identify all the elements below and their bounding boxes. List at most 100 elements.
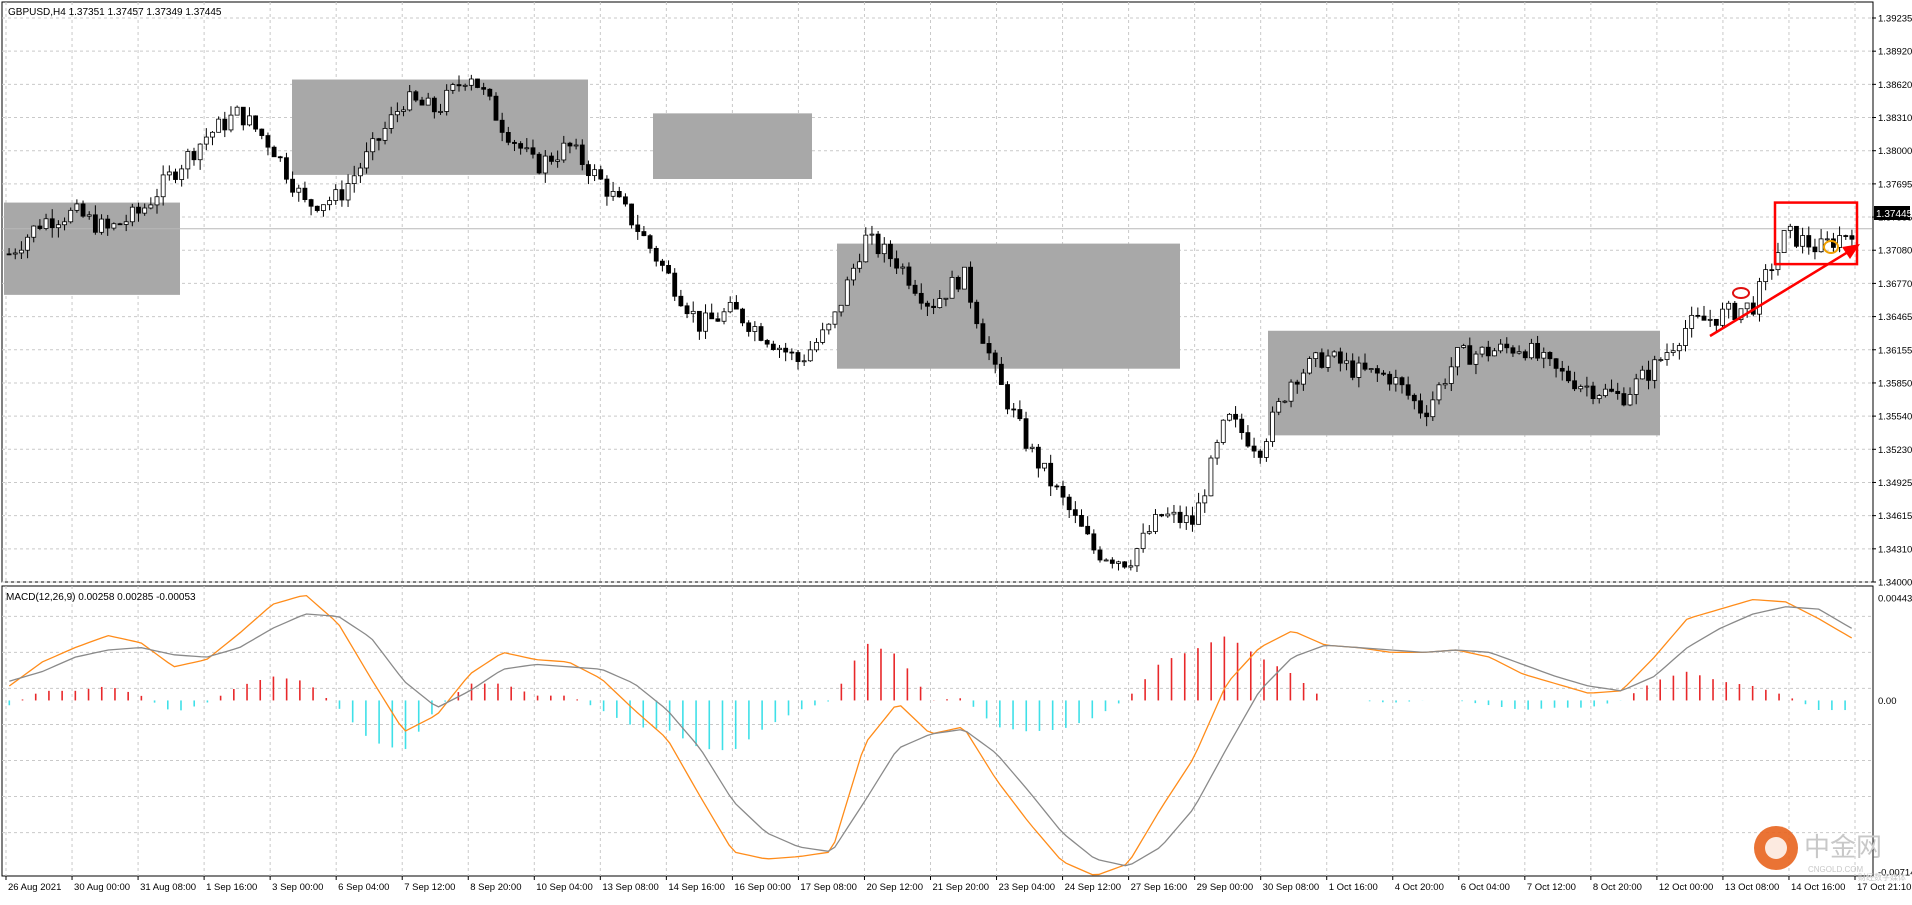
candle-body: [1054, 485, 1060, 488]
watermark-logo-inner-icon: [1765, 837, 1787, 859]
candle-body: [1559, 367, 1565, 372]
candle-body: [610, 191, 616, 197]
candle-body: [1097, 549, 1103, 561]
candle-body: [1233, 413, 1238, 420]
candle-body: [1257, 450, 1263, 458]
candle-body: [210, 131, 215, 138]
time-tick-label: 17 Oct 21:10: [1857, 882, 1911, 893]
current-price-tag-bg: [1874, 206, 1910, 220]
candle-body: [512, 141, 517, 144]
candle-body: [345, 183, 351, 201]
candle-body: [351, 175, 357, 184]
candle-body: [1399, 377, 1405, 386]
candle-body: [592, 169, 597, 177]
candle-body: [505, 132, 511, 143]
candle-body: [542, 155, 548, 174]
candle-body: [1116, 561, 1121, 564]
time-tick-label: 13 Oct 08:00: [1725, 882, 1779, 893]
candle-body: [1288, 381, 1294, 402]
candle-body: [1744, 302, 1750, 310]
candle-body: [906, 266, 912, 286]
time-tick-label: 8 Sep 20:00: [470, 882, 521, 893]
candle-body: [1726, 302, 1732, 310]
candle-body: [949, 276, 955, 299]
gray-zone: [653, 113, 812, 179]
time-tick-label: 1 Sep 16:00: [206, 882, 257, 893]
time-tick-label: 27 Sep 16:00: [1131, 882, 1188, 893]
candle-body: [1153, 514, 1158, 532]
candle-body: [481, 87, 487, 90]
watermark-subtext: CNGOLD.COM: [1808, 865, 1863, 874]
candle-body: [1387, 373, 1393, 385]
candle-body: [1689, 314, 1695, 329]
candle-body: [1572, 380, 1577, 390]
candle-body: [222, 118, 228, 131]
candle-body: [961, 266, 967, 290]
price-tick-label: 1.38620: [1878, 80, 1912, 91]
candle-body: [918, 292, 924, 304]
watermark-tagline: 财经数字媒体: [1858, 872, 1906, 882]
candle-body: [1787, 225, 1793, 231]
time-tick-label: 7 Sep 12:00: [404, 882, 455, 893]
candle-body: [1035, 446, 1041, 469]
candle-body: [974, 301, 980, 325]
candle-body: [382, 128, 388, 141]
candle-body: [1547, 352, 1553, 360]
candle-body: [1220, 419, 1226, 443]
candle-body: [851, 267, 856, 281]
time-tick-label: 14 Sep 16:00: [668, 882, 725, 893]
candle-body: [271, 146, 277, 158]
candle-body: [123, 221, 129, 225]
price-tick-label: 1.36155: [1878, 345, 1912, 356]
candle-body: [1393, 377, 1399, 385]
candle-body: [881, 243, 887, 255]
candle-body: [1202, 495, 1208, 504]
candle-body: [136, 206, 141, 214]
candle-body: [1331, 351, 1337, 357]
candle-body: [1775, 252, 1781, 271]
time-tick-label: 16 Sep 00:00: [734, 882, 791, 893]
candle-body: [105, 218, 111, 229]
candle-body: [1812, 246, 1818, 253]
candle-body: [1713, 318, 1719, 326]
macd-axis[interactable]: 0.00443 0.00 -0.00714: [1878, 594, 1912, 879]
time-tick-label: 21 Sep 20:00: [933, 882, 990, 893]
candle-body: [1122, 561, 1128, 568]
candle-body: [25, 236, 30, 251]
candle-body: [1214, 442, 1220, 459]
candle-body: [247, 115, 252, 126]
candle-body: [1146, 531, 1152, 534]
candle-body: [1066, 496, 1072, 511]
candle-body: [1356, 362, 1362, 378]
time-axis[interactable]: 26 Aug 2021 30 Aug 00:00 31 Aug 08:00 1 Sep…: [5, 876, 1911, 893]
candle-body: [1627, 394, 1633, 406]
candle-body: [173, 171, 178, 180]
candle-body: [1510, 347, 1516, 354]
candle-body: [1609, 388, 1614, 392]
candle-body: [1522, 351, 1528, 359]
candle-body: [321, 204, 326, 211]
candle-body: [1208, 457, 1214, 497]
candle-body: [1270, 411, 1275, 443]
candle-body: [1350, 360, 1356, 378]
candle-body: [154, 196, 160, 206]
candle-body: [1732, 302, 1738, 321]
candle-body: [801, 360, 807, 363]
candle-body: [986, 343, 992, 354]
candle-body: [758, 326, 764, 341]
time-tick-label: 30 Sep 08:00: [1263, 882, 1320, 893]
candle-body: [1165, 513, 1171, 517]
candle-body: [259, 128, 265, 136]
candle-body: [1424, 412, 1430, 418]
trend-arrow: [1709, 250, 1849, 338]
candle-body: [49, 218, 55, 229]
candle-body: [1492, 350, 1497, 357]
candle-body: [1652, 359, 1658, 381]
candle-body: [980, 323, 986, 344]
candle-body: [795, 352, 801, 362]
candle-body: [487, 88, 493, 97]
candle-body: [468, 78, 474, 86]
candle-body: [666, 264, 671, 274]
